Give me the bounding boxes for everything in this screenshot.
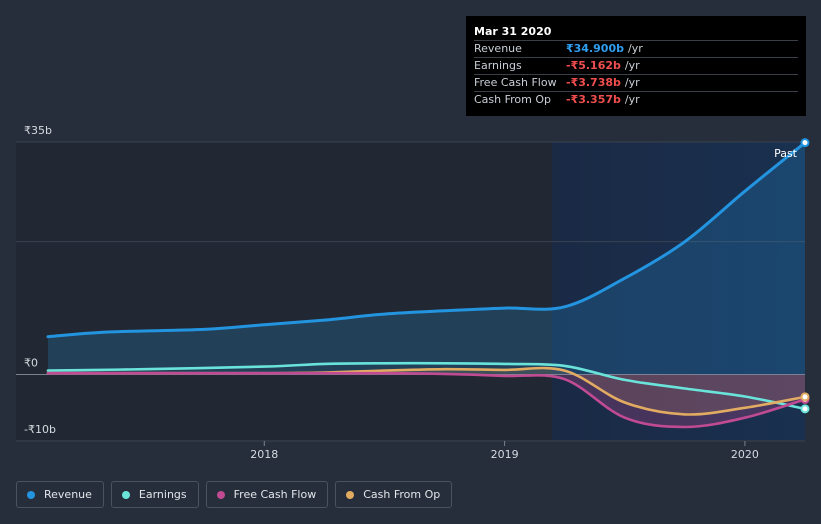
revenue-dot-icon [27,490,35,499]
series-end-markers [800,138,810,414]
revenue-end-marker [800,138,810,148]
tooltip-row-unit: /yr [627,42,643,55]
legend-item-cash-from-op[interactable]: Cash From Op [335,481,453,508]
tooltip-row-value: -₹3.738b [566,76,621,89]
tooltip-row-label: Cash From Op [474,93,552,106]
legend-label: Free Cash Flow [233,488,317,501]
free-cash-flow-dot-icon [216,490,225,499]
tooltip-date: Mar 31 2020 [474,25,552,38]
tooltip-row-value: ₹34.900b [566,42,624,55]
earnings-dot-icon [121,490,130,499]
tooltip-row-value: -₹5.162b [566,59,621,72]
free-cash-flow-area [48,373,805,427]
tooltip-row: Cash From Op -₹3.357b/yr [474,91,798,108]
chart-legend: Revenue Earnings Free Cash Flow Cash From O… [16,481,453,508]
past-label: Past [774,147,798,160]
tooltip-row-unit: /yr [624,93,640,106]
tooltip-row-label: Revenue [474,42,522,55]
cash-from-op-dot-icon [346,490,355,499]
tooltip-row-value: -₹3.357b [566,93,621,106]
y-tick-label: -₹10b [24,423,56,436]
x-tick-label: 2020 [731,448,759,461]
tooltip-row: Free Cash Flow -₹3.738b/yr [474,74,798,91]
cash-from-op-end-marker [800,392,810,402]
x-tick-label: 2018 [250,448,278,461]
series-lines [46,141,807,429]
value-tooltip: Mar 31 2020 Revenue ₹34.900b/yr Earnings -₹… [466,16,806,116]
tooltip-row: Earnings -₹5.162b/yr [474,57,798,74]
past-region [552,142,805,440]
tooltip-row-unit: /yr [624,59,640,72]
free-cash-flow-line [46,371,807,429]
y-axis-ticks: ₹35b ₹0 -₹10b [24,124,56,436]
tooltip-row: Revenue ₹34.900b/yr [474,40,798,57]
x-axis-ticks: 2018 2019 2020 [250,441,759,461]
earnings-line [46,361,807,411]
y-tick-label: ₹0 [24,357,38,370]
legend-item-revenue[interactable]: Revenue [16,481,104,508]
cash-from-op-area [48,368,805,415]
legend-item-earnings[interactable]: Earnings [110,481,199,508]
legend-label: Revenue [44,488,92,501]
y-tick-label: ₹35b [24,124,52,137]
legend-item-free-cash-flow[interactable]: Free Cash Flow [205,481,329,508]
legend-label: Earnings [138,488,187,501]
legend-label: Cash From Op [363,488,441,501]
tooltip-row-label: Earnings [474,59,522,72]
tooltip-rows: Revenue ₹34.900b/yr Earnings -₹5.162b/yr Fre… [474,40,798,108]
revenue-line [46,141,807,339]
x-tick-label: 2019 [491,448,519,461]
series-fills [48,142,805,427]
tooltip-row-unit: /yr [624,76,640,89]
revenue-area [48,142,805,375]
earnings-end-marker [800,404,810,414]
tooltip-row-label: Free Cash Flow [474,76,557,89]
